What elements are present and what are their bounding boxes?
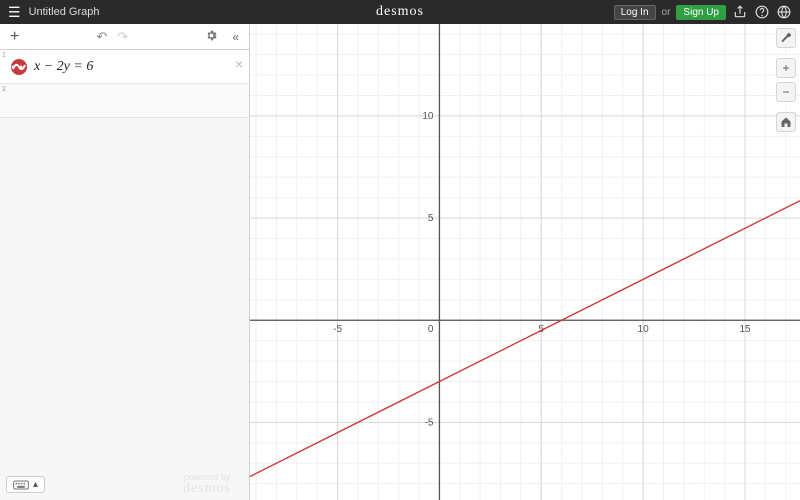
svg-text:15: 15: [739, 324, 751, 335]
wrench-icon[interactable]: [776, 28, 796, 48]
expression-text[interactable]: x − 2y = 6: [28, 50, 249, 83]
zoom-in-button[interactable]: +: [776, 58, 796, 78]
zoom-out-button[interactable]: −: [776, 82, 796, 102]
delete-expression-icon[interactable]: ×: [235, 56, 243, 72]
signup-button[interactable]: Sign Up: [676, 5, 726, 20]
powered-by: powered by desmos: [183, 473, 231, 496]
row-number: 2: [0, 84, 10, 117]
share-icon[interactable]: [732, 4, 748, 20]
svg-text:-5: -5: [425, 417, 434, 428]
expression-row[interactable]: 2: [0, 84, 249, 118]
app-header: ☰ Untitled Graph desmos Log In or Sign U…: [0, 0, 800, 24]
help-icon[interactable]: [754, 4, 770, 20]
keyboard-button[interactable]: ▴: [6, 476, 45, 493]
menu-icon[interactable]: ☰: [8, 4, 21, 21]
row-number: 1: [0, 50, 10, 83]
expression-text[interactable]: [28, 84, 249, 117]
collapse-panel-icon[interactable]: «: [228, 30, 243, 44]
expression-toolbar: + ↶ ↷ «: [0, 24, 249, 50]
expression-list: 1 x − 2y = 6 × 2: [0, 50, 249, 500]
add-expression-button[interactable]: +: [6, 28, 23, 46]
graph-tools: + −: [776, 28, 796, 132]
expression-row[interactable]: 1 x − 2y = 6 ×: [0, 50, 249, 84]
graph-canvas[interactable]: -551015-55100 + −: [250, 24, 800, 500]
svg-text:10: 10: [638, 324, 650, 335]
settings-icon[interactable]: [201, 29, 222, 45]
svg-text:10: 10: [422, 111, 434, 122]
login-button[interactable]: Log In: [614, 5, 656, 20]
redo-button[interactable]: ↷: [115, 29, 130, 45]
language-icon[interactable]: [776, 4, 792, 20]
wave-icon: [11, 59, 27, 75]
svg-text:0: 0: [428, 324, 434, 335]
home-button[interactable]: [776, 112, 796, 132]
undo-button[interactable]: ↶: [94, 29, 109, 45]
svg-text:-5: -5: [333, 324, 342, 335]
or-text: or: [662, 7, 671, 18]
expression-panel: + ↶ ↷ « 1 x − 2y = 6 × 2: [0, 24, 250, 500]
chevron-up-icon: ▴: [33, 479, 38, 490]
brand-logo: desmos: [376, 4, 424, 20]
plot-svg: -551015-55100: [250, 24, 800, 500]
graph-title[interactable]: Untitled Graph: [29, 6, 100, 18]
svg-text:5: 5: [428, 213, 434, 224]
expression-color[interactable]: [10, 50, 28, 83]
